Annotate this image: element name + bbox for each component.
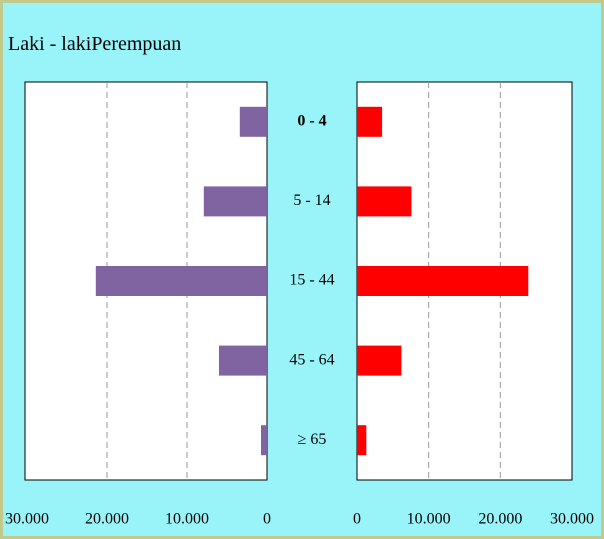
legend-entry: Laki - laki: [8, 33, 92, 55]
x-tick-label: 10.000: [165, 511, 209, 528]
legend-entry: Perempuan: [91, 33, 181, 55]
bar: [357, 345, 402, 376]
x-tick-label: 0: [353, 511, 361, 528]
x-tick-label: 30.000: [5, 511, 49, 528]
bar: [357, 425, 367, 456]
bar: [203, 186, 267, 217]
bar: [357, 186, 412, 217]
bar: [219, 345, 267, 376]
x-tick-label: 20.000: [85, 511, 129, 528]
category-label: 0 - 4: [297, 112, 326, 129]
bar: [95, 266, 267, 296]
category-label: 5 - 14: [293, 192, 330, 209]
legend: Laki - lakiPerempuan: [8, 33, 181, 55]
bar: [261, 425, 267, 456]
bar: [239, 106, 267, 137]
x-tick-label: 30.000: [550, 511, 594, 528]
x-tick-label: 20.000: [478, 511, 522, 528]
category-label: 45 - 64: [289, 351, 334, 368]
x-tick-label: 0: [263, 511, 271, 528]
bar: [357, 106, 383, 137]
x-tick-label: 10.000: [407, 511, 451, 528]
category-label: 15 - 44: [289, 272, 334, 289]
bar: [357, 266, 529, 296]
category-label: ≥ 65: [298, 431, 327, 448]
